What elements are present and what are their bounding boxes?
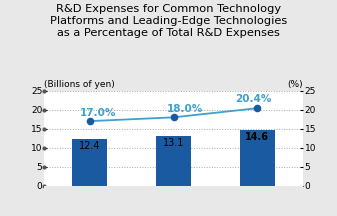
Text: (%): (%) [288, 79, 303, 89]
Point [87, 119, 93, 123]
Point [171, 116, 176, 119]
Text: 20.4%: 20.4% [235, 94, 271, 104]
Text: 18.0%: 18.0% [167, 104, 203, 114]
Point [254, 106, 260, 110]
Bar [72, 139, 108, 186]
Text: 17.0%: 17.0% [80, 108, 116, 118]
Bar [156, 136, 191, 186]
Bar [240, 130, 275, 186]
Text: 12.4: 12.4 [79, 141, 101, 151]
Text: (Billions of yen): (Billions of yen) [44, 79, 115, 89]
Text: R&D Expenses for Common Technology
Platforms and Leading-Edge Technologies
as a : R&D Expenses for Common Technology Platf… [50, 4, 287, 38]
Text: 13.1: 13.1 [163, 138, 184, 148]
Text: 14.6: 14.6 [245, 132, 269, 142]
